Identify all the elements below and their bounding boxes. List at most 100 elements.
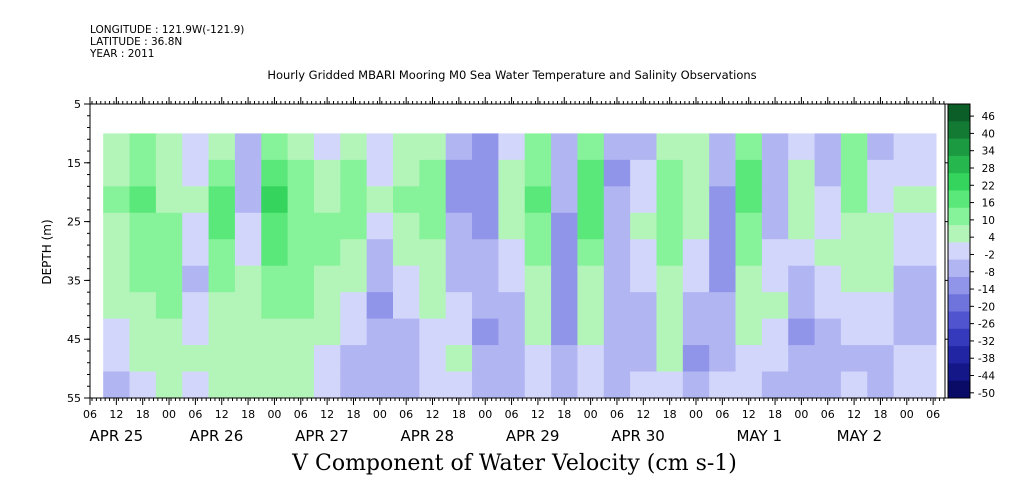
heatmap-cell (788, 159, 816, 187)
heatmap-cell (182, 265, 210, 293)
heatmap-cell (577, 212, 605, 240)
heatmap-cell (366, 133, 394, 161)
heatmap-cell (735, 371, 763, 399)
heatmap-cell (419, 239, 447, 267)
heatmap-cell (682, 133, 710, 161)
heatmap-cell (761, 159, 789, 187)
heatmap-cell (893, 345, 937, 373)
heatmap-cell (709, 186, 737, 214)
heatmap-cell (656, 371, 684, 399)
heatmap-cell (788, 239, 816, 267)
heatmap-cell (893, 239, 937, 267)
heatmap-cell (498, 186, 526, 214)
heatmap-cell (261, 345, 289, 373)
heatmap-cell (682, 265, 710, 293)
heatmap-cell (524, 239, 552, 267)
heatmap-cell (393, 371, 420, 399)
heatmap-cell (419, 133, 447, 161)
x-tick-label: 12 (109, 408, 123, 421)
heatmap-cell (366, 239, 394, 267)
x-date-label: APR 29 (506, 427, 560, 445)
heatmap-cell (603, 371, 631, 399)
heatmap-cells (103, 133, 937, 399)
heatmap-cell (313, 212, 341, 240)
heatmap-cell (840, 265, 868, 293)
heatmap-cell (656, 133, 684, 161)
heatmap-cell (788, 186, 816, 214)
heatmap-cell (182, 239, 210, 267)
heatmap-cell (735, 186, 763, 214)
x-tick-label: 12 (531, 408, 545, 421)
heatmap-cell (445, 371, 473, 399)
heatmap-cell (208, 265, 236, 293)
heatmap-cell (445, 265, 473, 293)
heatmap-cell (682, 212, 710, 240)
heatmap-cell (814, 186, 842, 214)
heatmap-cell (551, 186, 578, 214)
heatmap-cell (445, 318, 473, 346)
heatmap-cell (524, 186, 552, 214)
heatmap-cell (208, 371, 236, 399)
heatmap-cell (340, 239, 368, 267)
heatmap-cell (287, 212, 315, 240)
heatmap-cell (577, 159, 605, 187)
colorbar-border (947, 103, 971, 399)
heatmap-cell (814, 345, 842, 373)
y-tick-label: 15 (67, 157, 81, 170)
heatmap-cell (313, 186, 341, 214)
heatmap-cell (867, 371, 895, 399)
heatmap-cell (551, 239, 578, 267)
heatmap-cell (208, 318, 236, 346)
x-tick-label: 06 (505, 408, 519, 421)
colorbar-swatch (948, 294, 970, 313)
heatmap-cell (867, 345, 895, 373)
heatmap-cell (340, 212, 368, 240)
heatmap-cell (735, 345, 763, 373)
heatmap-cell (129, 133, 157, 161)
x-tick-label: 00 (373, 408, 387, 421)
heatmap-cell (287, 159, 315, 187)
x-tick-label: 18 (452, 408, 466, 421)
heatmap-cell (261, 318, 289, 346)
heatmap-cell (656, 186, 684, 214)
x-date-label: APR 25 (90, 427, 144, 445)
heatmap-cell (393, 318, 420, 346)
colorbar-swatch (948, 190, 970, 209)
heatmap-cell (155, 265, 183, 293)
heatmap-cell (182, 159, 210, 187)
x-tick-label: 12 (320, 408, 334, 421)
heatmap-cell (682, 159, 710, 187)
heatmap-cell (261, 159, 289, 187)
colorbar-label: 22 (982, 180, 995, 192)
y-axis-label: DEPTH (m) (40, 219, 54, 284)
heatmap-cell (603, 133, 631, 161)
heatmap-cell (840, 292, 868, 320)
heatmap-cell (103, 159, 131, 187)
heatmap-cell (867, 212, 895, 240)
heatmap-cell (129, 371, 157, 399)
heatmap-cell (182, 212, 210, 240)
heatmap-cell (814, 265, 842, 293)
heatmap-cell (182, 345, 210, 373)
heatmap-cell (814, 212, 842, 240)
heatmap-cell (498, 371, 526, 399)
heatmap-cell (788, 292, 816, 320)
heatmap-cell (867, 265, 895, 293)
heatmap-cell (366, 345, 394, 373)
heatmap-cell (182, 292, 210, 320)
heatmap-cell (155, 133, 183, 161)
colorbar-swatch (948, 225, 970, 243)
heatmap-cell (182, 133, 210, 161)
heatmap-cell (524, 292, 552, 320)
heatmap-cell (630, 265, 657, 293)
heatmap-cell (261, 265, 289, 293)
heatmap-cell (551, 292, 578, 320)
colorbar-swatch (948, 104, 970, 122)
heatmap-cell (656, 345, 684, 373)
heatmap-cell (709, 133, 737, 161)
heatmap-cell (419, 212, 447, 240)
heatmap-cell (630, 345, 657, 373)
heatmap-cell (761, 133, 789, 161)
heatmap-cell (735, 133, 763, 161)
